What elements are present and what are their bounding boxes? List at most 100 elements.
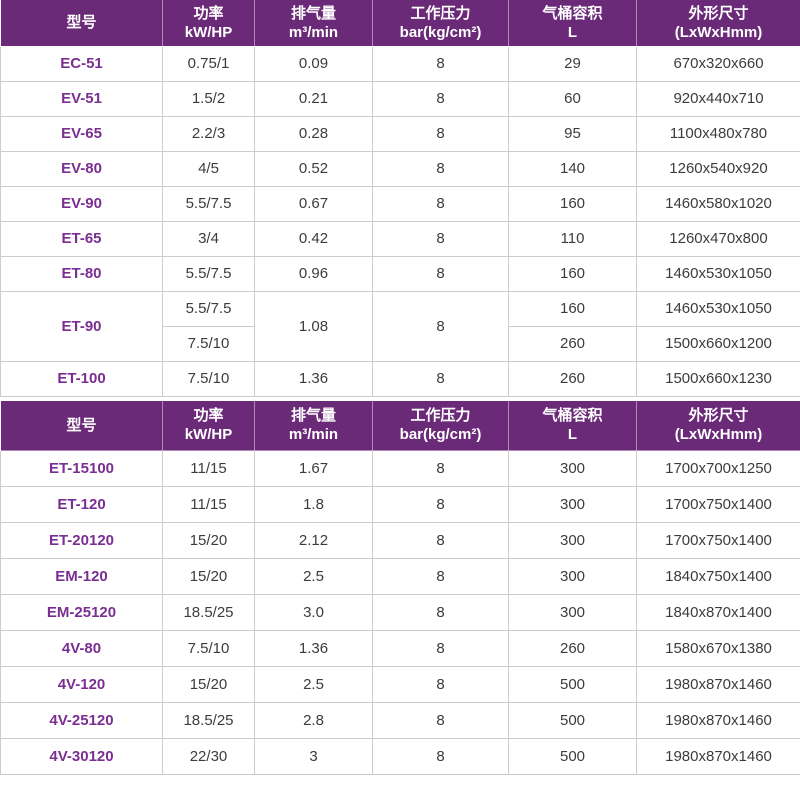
cell-model: ET-90 [0,290,163,362]
header-subtitle: L [567,426,578,444]
table-row: EM-120 15/20 2.5 8 300 1840x750x1400 [0,558,800,595]
cell-power: 5.5/7.5 [162,290,255,327]
header-title: 工作压力 [410,407,471,425]
header-title: 功率 [193,407,224,425]
cell-tank: 300 [508,450,637,487]
cell-power: 11/15 [162,450,255,487]
cell-displacement: 1.36 [254,360,373,397]
cell-tank: 110 [508,220,637,257]
column-header-tank: 气桶容积 L [508,400,637,451]
header-subtitle: (LxWxHmm) [674,426,763,444]
table-row: EV-90 5.5/7.5 0.67 8 160 1460x580x1020 [0,185,800,222]
cell-tank: 29 [508,45,637,82]
cell-displacement: 2.5 [254,558,373,595]
cell-power: 15/20 [162,666,255,703]
cell-model: ET-80 [0,255,163,292]
cell-pressure: 8 [372,185,509,222]
header-title: 气桶容积 [542,4,603,22]
table-row: ET-15100 11/15 1.67 8 300 1700x700x1250 [0,450,800,487]
column-header-power: 功率 kW/HP [162,400,255,451]
cell-tank: 500 [508,702,637,739]
table-row: ET-80 5.5/7.5 0.96 8 160 1460x530x1050 [0,255,800,292]
cell-displacement: 0.21 [254,80,373,117]
cell-tank: 60 [508,80,637,117]
cell-displacement: 0.67 [254,185,373,222]
cell-power: 18.5/25 [162,594,255,631]
cell-power: 11/15 [162,486,255,523]
cell-pressure: 8 [372,290,509,362]
column-header-displacement: 排气量 m³/min [254,0,373,47]
cell-pressure: 8 [372,522,509,559]
cell-displacement: 0.09 [254,45,373,82]
cell-model: EC-51 [0,45,163,82]
cell-dimensions: 1980x870x1460 [636,738,800,775]
table-row: 4V-30120 22/30 3 8 500 1980x870x1460 [0,738,800,775]
cell-pressure: 8 [372,150,509,187]
cell-pressure: 8 [372,360,509,397]
cell-dimensions: 1700x700x1250 [636,450,800,487]
cell-dimensions: 1840x750x1400 [636,558,800,595]
cell-pressure: 8 [372,630,509,667]
table-row: ET-65 3/4 0.42 8 110 1260x470x800 [0,220,800,257]
header-title: 功率 [193,4,224,22]
column-header-dimensions: 外形尺寸 (LxWxHmm) [636,0,800,47]
cell-model: EV-80 [0,150,163,187]
column-header-power: 功率 kW/HP [162,0,255,47]
cell-dimensions: 1260x540x920 [636,150,800,187]
header-title: 排气量 [290,407,336,425]
cell-dimensions: 670x320x660 [636,45,800,82]
cell-power: 22/30 [162,738,255,775]
cell-power: 2.2/3 [162,115,255,152]
cell-displacement: 0.42 [254,220,373,257]
header-subtitle: bar(kg/cm²) [399,23,482,41]
cell-power: 3/4 [162,220,255,257]
cell-power: 5.5/7.5 [162,255,255,292]
header-title: 外形尺寸 [688,407,749,425]
cell-dimensions: 920x440x710 [636,80,800,117]
cell-displacement: 0.28 [254,115,373,152]
cell-dimensions: 1700x750x1400 [636,522,800,559]
cell-model: EV-65 [0,115,163,152]
spec-table-lower: 型号 功率 kW/HP 排气量 m³/min 工作压力 bar(kg/cm²) 气桶容… [0,400,800,775]
cell-dimensions: 1260x470x800 [636,220,800,257]
cell-pressure: 8 [372,594,509,631]
table-row: EV-65 2.2/3 0.28 8 95 1100x480x780 [0,115,800,152]
header-title: 排气量 [290,4,336,22]
cell-tank: 160 [508,185,637,222]
table-row: ET-20120 15/20 2.12 8 300 1700x750x1400 [0,522,800,559]
cell-displacement: 1.8 [254,486,373,523]
cell-pressure: 8 [372,255,509,292]
cell-pressure: 8 [372,738,509,775]
column-header-pressure: 工作压力 bar(kg/cm²) [372,400,509,451]
cell-model: ET-120 [0,486,163,523]
cell-model: EV-90 [0,185,163,222]
cell-tank: 260 [508,360,637,397]
table-row: 4V-25120 18.5/25 2.8 8 500 1980x870x1460 [0,702,800,739]
cell-displacement: 2.5 [254,666,373,703]
cell-power: 4/5 [162,150,255,187]
spec-table-upper: 型号 功率 kW/HP 排气量 m³/min 工作压力 bar(kg/cm²) 气桶容… [0,0,800,397]
header-subtitle: m³/min [288,23,339,41]
cell-model: ET-65 [0,220,163,257]
cell-tank: 260 [508,630,637,667]
cell-model: ET-100 [0,360,163,397]
cell-dimensions: 1460x580x1020 [636,185,800,222]
cell-dimensions: 1840x870x1400 [636,594,800,631]
cell-tank: 160 [508,290,637,327]
cell-displacement: 0.52 [254,150,373,187]
cell-model: ET-15100 [0,450,163,487]
cell-dimensions: 1980x870x1460 [636,666,800,703]
cell-tank: 300 [508,558,637,595]
cell-pressure: 8 [372,450,509,487]
cell-model: EM-120 [0,558,163,595]
cell-pressure: 8 [372,80,509,117]
cell-dimensions: 1460x530x1050 [636,290,800,327]
cell-pressure: 8 [372,486,509,523]
cell-power: 15/20 [162,522,255,559]
cell-dimensions: 1460x530x1050 [636,255,800,292]
cell-model: 4V-25120 [0,702,163,739]
column-header-displacement: 排气量 m³/min [254,400,373,451]
cell-dimensions: 1500x660x1200 [636,325,800,362]
cell-power: 7.5/10 [162,360,255,397]
header-title: 工作压力 [410,4,471,22]
